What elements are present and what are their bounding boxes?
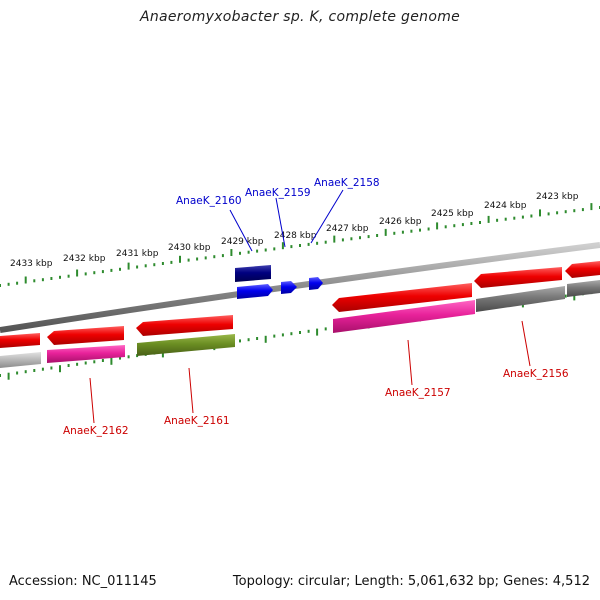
gene-label[interactable]: AnaeK_2162	[63, 425, 129, 437]
gene-label[interactable]: AnaeK_2160	[176, 195, 242, 207]
gene-block-grey[interactable]	[476, 286, 565, 312]
accession-text: Accession: NC_011145	[9, 574, 157, 589]
gene-arrow-red[interactable]	[136, 315, 233, 336]
scale-label: 2432 kbp	[63, 254, 106, 264]
gene-block-pink[interactable]	[333, 300, 475, 333]
scale-label: 2429 kbp	[221, 237, 264, 247]
gene-block-olive[interactable]	[137, 334, 235, 356]
reverse-strand-features	[0, 261, 600, 368]
topology-text: Topology: circular; Length: 5,061,632 bp…	[232, 574, 590, 589]
gene-arrow-blue[interactable]	[237, 284, 273, 299]
gene-label[interactable]: AnaeK_2157	[385, 387, 451, 399]
scale-label: 2425 kbp	[431, 209, 474, 219]
gene-arrow-red[interactable]	[565, 261, 600, 278]
gene-block-navy[interactable]	[235, 265, 271, 282]
gene-labels: AnaeK_2160 AnaeK_2159 AnaeK_2158 AnaeK_2…	[63, 177, 569, 437]
gene-label[interactable]: AnaeK_2159	[245, 187, 311, 199]
gene-block-red[interactable]	[0, 333, 40, 348]
gene-arrow-red[interactable]	[47, 326, 124, 345]
gene-label[interactable]: AnaeK_2161	[164, 415, 230, 427]
gene-arrow-red[interactable]	[474, 267, 562, 288]
scale-label: 2424 kbp	[484, 201, 527, 211]
map-title: Anaeromyxobacter sp. K, complete genome	[139, 9, 461, 25]
scale-label: 2423 kbp	[536, 192, 579, 202]
genome-backbone	[0, 242, 600, 333]
gene-arrow-red[interactable]	[332, 283, 472, 312]
gene-block-lightgrey[interactable]	[0, 352, 41, 368]
gene-arrow-blue[interactable]	[281, 281, 297, 294]
upper-scale-track	[0, 203, 600, 287]
scale-labels: 2433 kbp 2432 kbp 2431 kbp 2430 kbp 2429 kbp…	[10, 192, 579, 269]
scale-label: 2428 kbp	[274, 231, 317, 241]
scale-label: 2431 kbp	[116, 249, 159, 259]
scale-label: 2430 kbp	[168, 243, 211, 253]
scale-label: 2427 kbp	[326, 224, 369, 234]
forward-strand-features	[235, 265, 323, 299]
gene-block-pink[interactable]	[47, 345, 125, 363]
label-leader-lines	[89, 189, 531, 424]
gene-label[interactable]: AnaeK_2158	[314, 177, 380, 189]
scale-label: 2426 kbp	[379, 217, 422, 227]
gene-arrow-blue[interactable]	[309, 277, 323, 290]
gene-block-grey[interactable]	[567, 280, 600, 297]
gene-label[interactable]: AnaeK_2156	[503, 368, 569, 380]
scale-label: 2433 kbp	[10, 259, 53, 269]
